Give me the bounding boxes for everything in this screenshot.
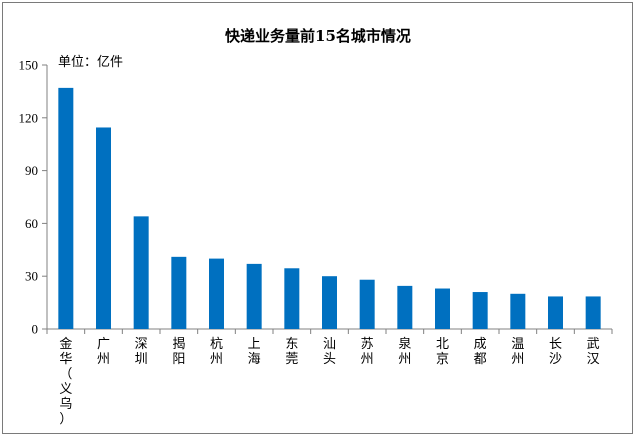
x-tick-label: 广州: [97, 337, 110, 367]
bars: [58, 87, 601, 329]
y-tick-label: 0: [32, 322, 39, 337]
x-tick-label: 杭州: [210, 337, 223, 367]
bar-11: [435, 288, 450, 329]
x-tick-label: 揭阳: [172, 337, 185, 367]
x-tick-label: 东莞: [285, 337, 298, 367]
y-tick-label: 30: [25, 269, 38, 284]
bar-15: [585, 296, 601, 329]
bar-6: [246, 263, 262, 329]
chart-title: 快递业务量前15名城市情况: [225, 27, 411, 45]
x-tick-label: 深圳: [135, 337, 148, 367]
x-tick-label: 上海: [248, 337, 261, 367]
y-tick-label: 150: [19, 58, 39, 73]
bar-13: [510, 293, 526, 329]
x-tick-label: 泉州: [398, 336, 411, 367]
x-tick-label: 成都: [474, 337, 487, 367]
x-tick-label: 长沙: [549, 337, 562, 367]
y-tick-label: 60: [25, 216, 38, 231]
bar-7: [284, 268, 300, 329]
y-tick-label: 90: [25, 163, 38, 178]
unit-label: 单位：亿件: [58, 55, 123, 70]
bar-2: [96, 127, 111, 329]
x-tick-label: 温州: [511, 337, 524, 367]
bar-5: [209, 258, 224, 329]
bar-8: [322, 276, 337, 329]
bar-4: [171, 256, 187, 329]
x-tick-label: 武汉: [587, 337, 600, 367]
x-tick-label: 北京: [436, 337, 449, 367]
y-ticks: 0 30 60 90 120 150: [19, 58, 47, 337]
bar-3: [133, 216, 149, 329]
y-tick-label: 120: [19, 110, 39, 125]
x-tick-label: 苏州: [361, 336, 374, 367]
bar-14: [548, 296, 563, 329]
bar-10: [397, 285, 413, 329]
bar-1: [58, 87, 74, 329]
bar-9: [359, 279, 375, 329]
x-tick-label: 汕头: [323, 337, 336, 367]
bar-12: [472, 292, 488, 329]
x-tick-label: 金华（义乌）: [59, 336, 72, 427]
